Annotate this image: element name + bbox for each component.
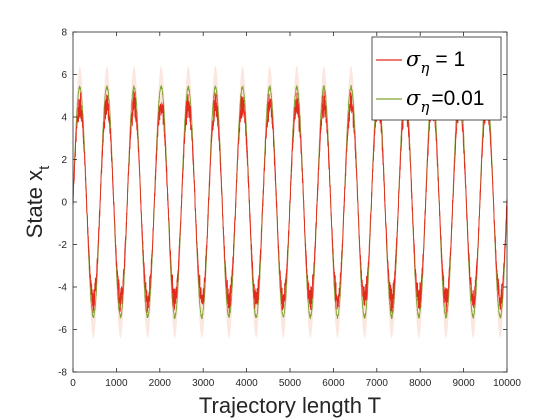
y-tick-label-8: 8: [61, 28, 67, 39]
x-axis-label: Trajectory length T: [199, 393, 381, 418]
y-tick-label-3: -2: [58, 240, 67, 251]
x-tick-label-2: 2000: [149, 378, 172, 389]
svg-text:State xt: State xt: [22, 165, 53, 238]
y-axis-label-subscript: t: [36, 165, 53, 170]
legend-entry-1: ση=0.01: [406, 86, 484, 116]
y-tick-label-1: -6: [58, 325, 67, 336]
legend: ση = 1 ση=0.01: [371, 36, 502, 121]
legend-entry-0: ση = 1: [406, 47, 465, 77]
y-tick-label-0: -8: [58, 368, 67, 379]
legend-box: [371, 36, 502, 121]
y-tick-label-2: -4: [58, 283, 67, 294]
y-axis: -8 -6 -4 -2 0 2 4 6 8: [58, 28, 507, 379]
x-tick-label-0: 0: [70, 378, 76, 389]
x-tick-label-3: 3000: [192, 378, 215, 389]
y-tick-label-5: 2: [61, 155, 67, 166]
y-tick-label-4: 0: [61, 198, 67, 209]
x-tick-label-1: 1000: [105, 378, 128, 389]
y-axis-label-main: State x: [22, 170, 47, 238]
x-tick-label-10: 10000: [493, 378, 521, 389]
x-tick-label-6: 6000: [322, 378, 345, 389]
x-tick-label-8: 8000: [409, 378, 432, 389]
x-tick-label-9: 9000: [452, 378, 475, 389]
x-axis: 0 1000 2000 3000 4000 5000 6000 7000 8000 9000 100…: [70, 32, 521, 389]
y-tick-label-7: 6: [61, 70, 67, 81]
x-tick-label-5: 5000: [279, 378, 302, 389]
x-tick-label-7: 7000: [366, 378, 389, 389]
y-axis-label: State xt: [22, 165, 53, 238]
x-tick-label-4: 4000: [235, 378, 258, 389]
y-tick-label-6: 4: [61, 113, 67, 124]
